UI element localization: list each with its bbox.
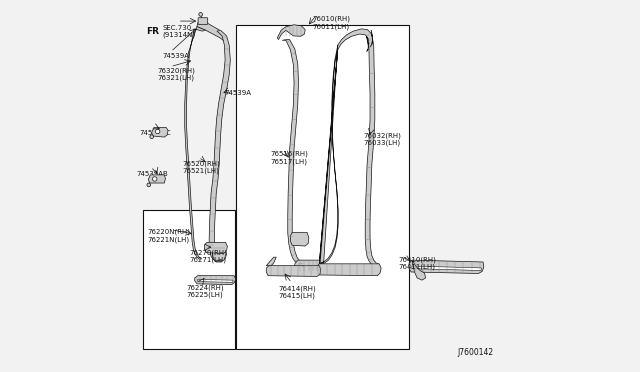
- Polygon shape: [209, 31, 230, 262]
- Polygon shape: [319, 29, 380, 266]
- Polygon shape: [266, 266, 321, 276]
- Text: 76270(RH)
76271(LH): 76270(RH) 76271(LH): [189, 249, 227, 263]
- Circle shape: [156, 129, 160, 134]
- Polygon shape: [316, 264, 381, 276]
- Text: 74539A: 74539A: [163, 52, 189, 58]
- Text: 76320(RH)
76321(LH): 76320(RH) 76321(LH): [157, 67, 195, 81]
- Text: 76010(RH)
76011(LH): 76010(RH) 76011(LH): [312, 16, 351, 29]
- Polygon shape: [282, 39, 307, 266]
- Text: 76410(RH)
76411(LH): 76410(RH) 76411(LH): [399, 256, 436, 270]
- Polygon shape: [409, 260, 484, 273]
- Bar: [236, 25, 409, 349]
- Polygon shape: [295, 260, 324, 272]
- Polygon shape: [152, 128, 168, 137]
- Polygon shape: [204, 242, 227, 253]
- Text: 74539AB: 74539AB: [136, 171, 168, 177]
- Text: 76516(RH)
76517(LH): 76516(RH) 76517(LH): [271, 151, 308, 165]
- Polygon shape: [185, 27, 206, 259]
- Text: 76520(RH)
76521(LH): 76520(RH) 76521(LH): [182, 160, 220, 174]
- Polygon shape: [412, 260, 426, 280]
- Polygon shape: [198, 279, 233, 282]
- Text: 74539A: 74539A: [225, 90, 252, 96]
- Text: 76220N(RH)
76221N(LH): 76220N(RH) 76221N(LH): [147, 229, 190, 243]
- Text: 76414(RH)
76415(LH): 76414(RH) 76415(LH): [278, 285, 316, 299]
- Polygon shape: [412, 266, 481, 270]
- Polygon shape: [148, 175, 166, 183]
- FancyBboxPatch shape: [198, 18, 208, 25]
- Text: 76224(RH)
76225(LH): 76224(RH) 76225(LH): [187, 284, 224, 298]
- Text: 74539AC: 74539AC: [139, 130, 171, 136]
- Text: SEC.730
(91314N): SEC.730 (91314N): [163, 25, 196, 38]
- Polygon shape: [266, 257, 276, 266]
- Polygon shape: [195, 276, 236, 285]
- Circle shape: [150, 135, 154, 138]
- Text: 76032(RH)
76033(LH): 76032(RH) 76033(LH): [364, 132, 402, 146]
- Text: FR: FR: [146, 27, 159, 36]
- Polygon shape: [197, 23, 225, 42]
- Circle shape: [152, 177, 157, 181]
- Polygon shape: [291, 232, 309, 246]
- Circle shape: [199, 13, 202, 16]
- Polygon shape: [277, 25, 305, 39]
- Text: J7600142: J7600142: [458, 348, 493, 357]
- Bar: [143, 210, 235, 349]
- Polygon shape: [212, 249, 227, 261]
- Circle shape: [147, 183, 150, 187]
